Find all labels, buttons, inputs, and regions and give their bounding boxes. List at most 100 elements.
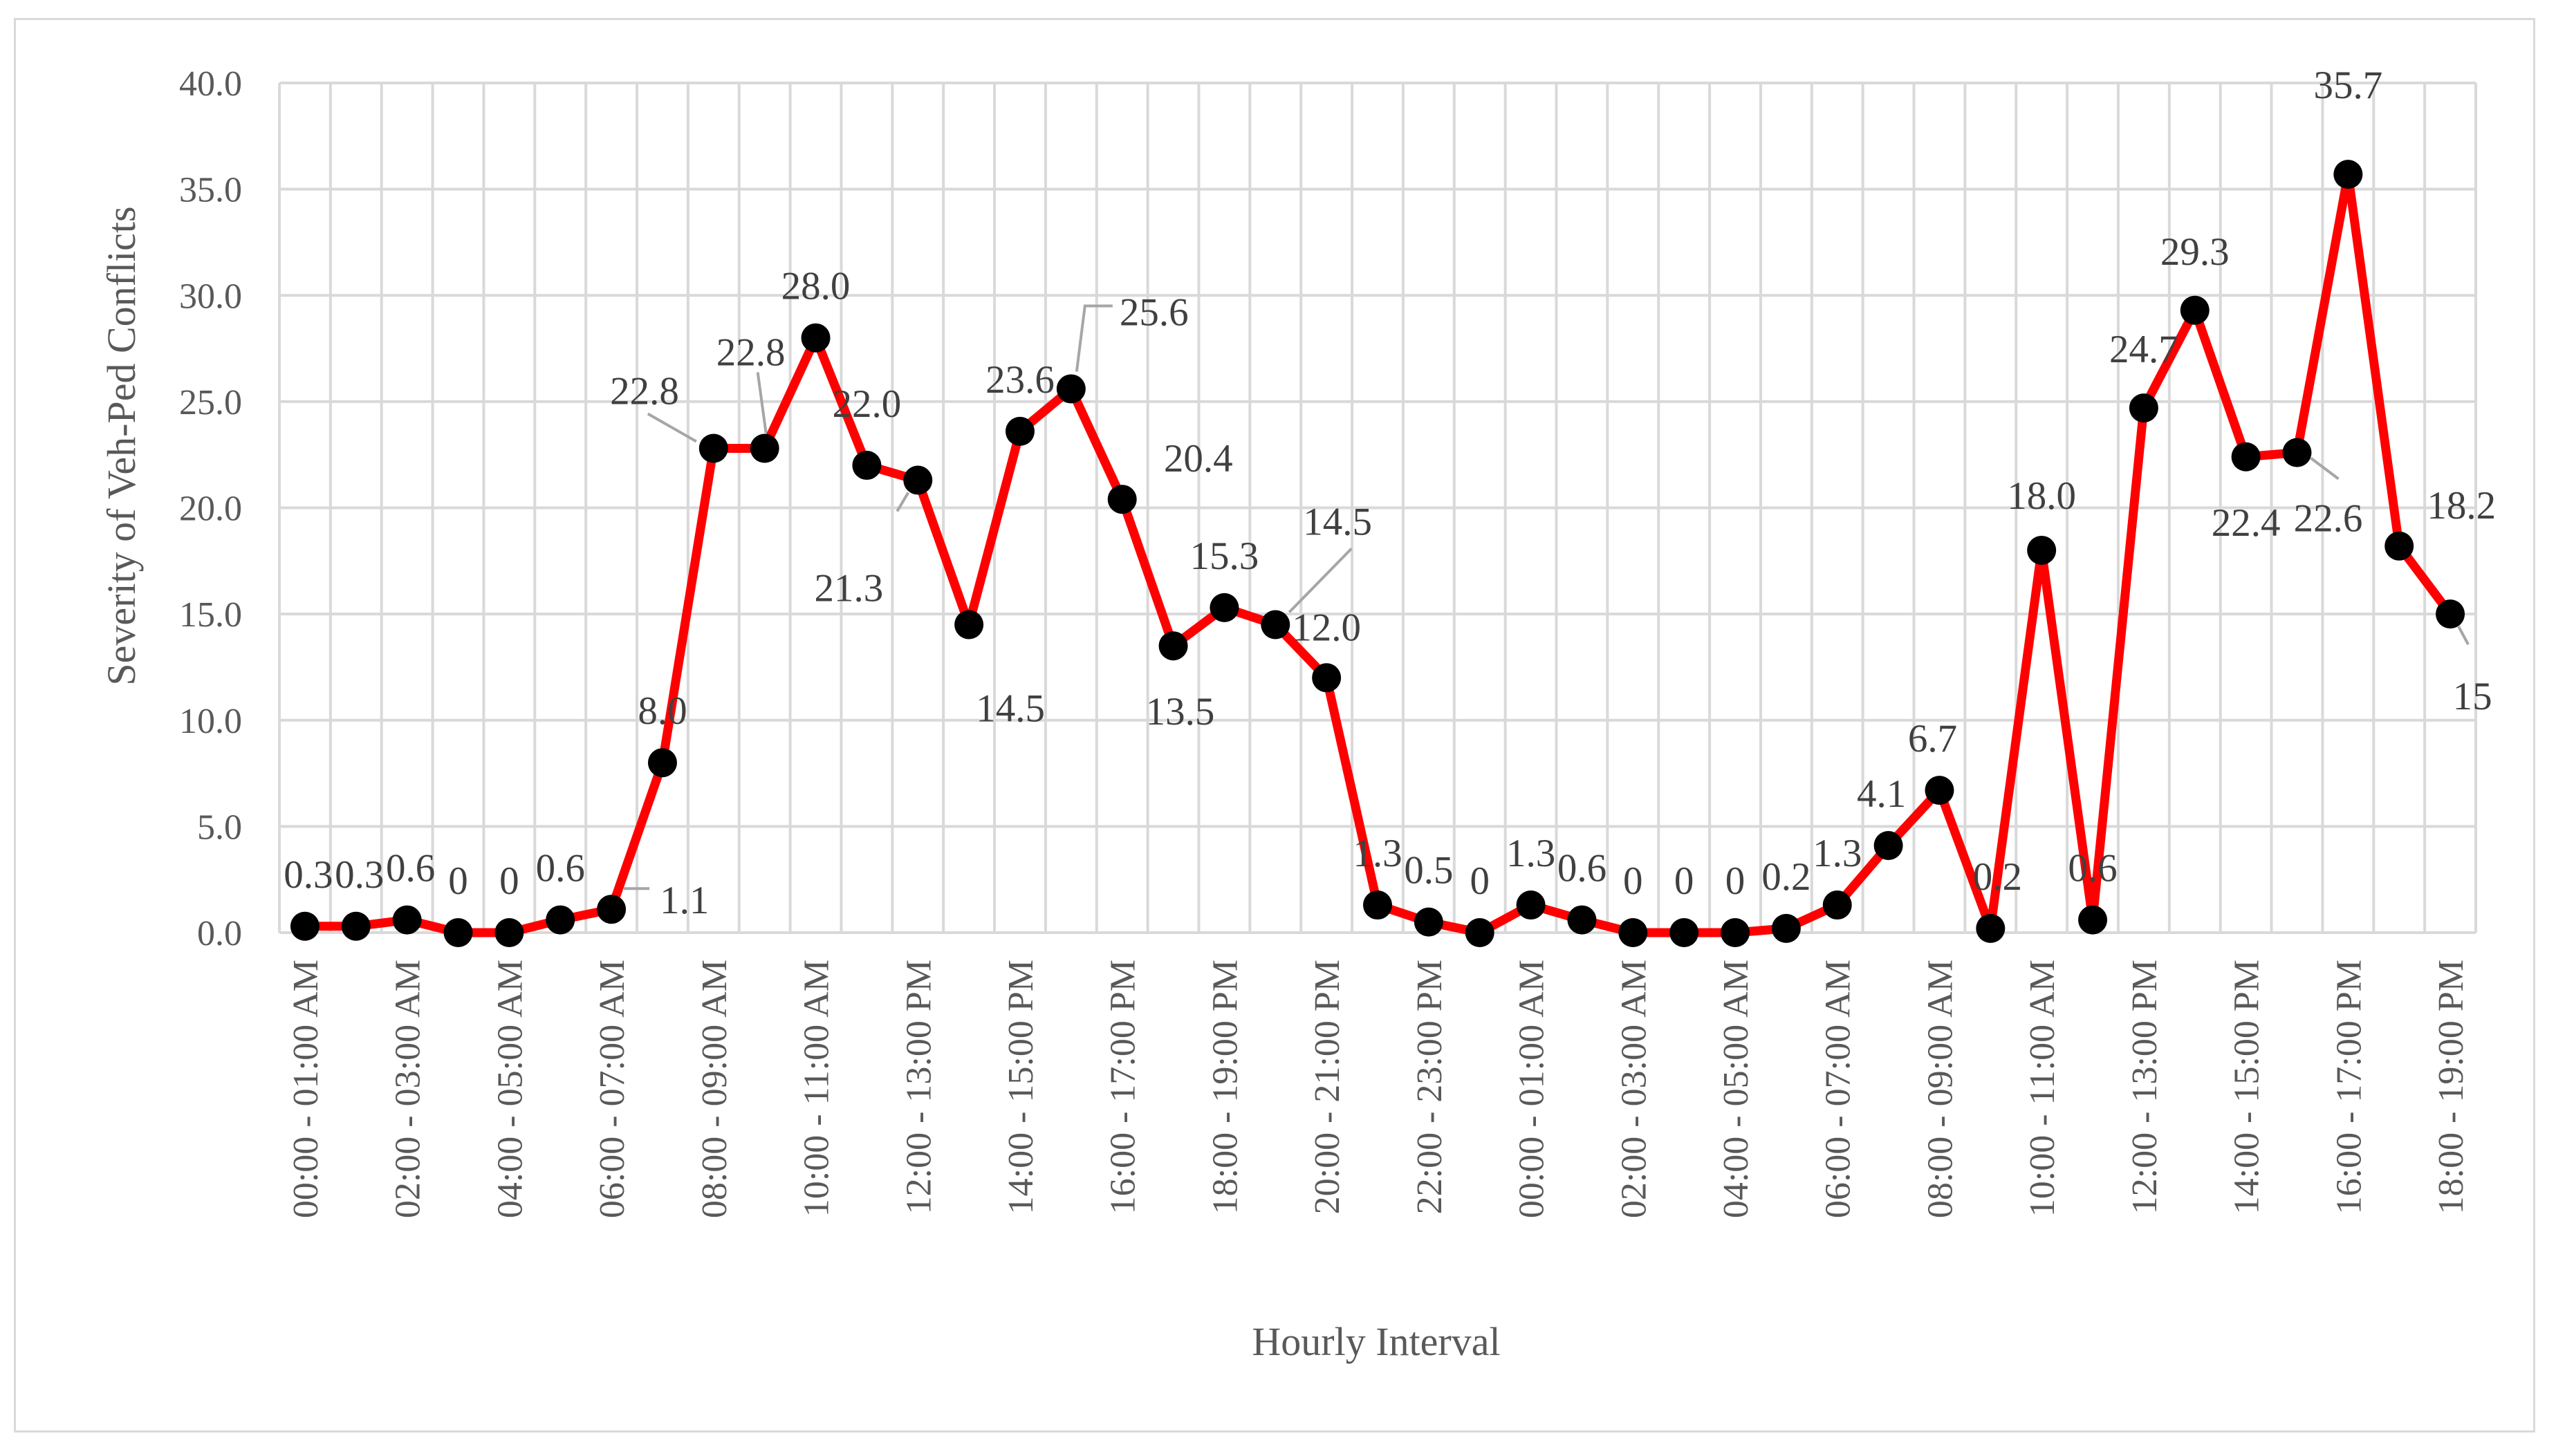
series-line [300,169,2455,937]
data-point [1005,416,1035,446]
data-label: 29.3 [2160,230,2230,274]
x-axis-ticks: 00:00 - 01:00 AM 02:00 - 03:00 AM 04:00 - … [286,960,2471,1218]
y-axis-title: Severity of Veh-Ped Conflicts [99,206,144,685]
data-label: 0.3 [335,853,384,897]
data-point [597,895,627,924]
data-point [1363,890,1392,920]
x-tick-label: 18:00 - 19:00 PM [2432,960,2471,1214]
x-tick-label: 08:00 - 09:00 AM [1920,960,1960,1218]
data-label: 24.7 [2109,328,2178,371]
x-tick-label: 06:00 - 07:00 AM [1819,960,1858,1218]
data-label: 28.0 [781,265,851,308]
data-label: 14.5 [976,687,1045,730]
data-point [1618,918,1648,947]
data-label: 0.6 [1557,847,1606,890]
y-tick-label: 10.0 [179,702,242,741]
data-point [2078,905,2108,935]
data-point [698,433,728,463]
data-label: 18.0 [2007,474,2076,518]
data-label: 0.6 [536,847,585,890]
x-tick-label: 16:00 - 17:00 PM [1104,960,1143,1214]
data-point [1414,907,1443,937]
data-point [1056,374,1086,404]
y-axis-ticks: 0.0 5.0 10.0 15.0 20.0 25.0 30.0 35.0 40.0 [179,64,242,953]
data-point [341,911,371,941]
data-label: 23.6 [985,358,1055,402]
data-point [443,918,473,947]
label-leader-lines [624,304,2470,890]
data-point [1312,663,1342,693]
x-tick-label: 16:00 - 17:00 PM [2329,960,2369,1214]
data-label: 20.4 [1164,437,1233,480]
data-label: 0.2 [1973,855,2022,899]
data-label: 22.0 [833,382,902,426]
data-label: 0 [1725,859,1745,903]
data-point [2027,535,2057,565]
y-tick-label: 40.0 [179,64,242,104]
data-label: 8.0 [638,689,687,733]
label-leader-line [896,492,909,512]
data-point [1976,913,2006,943]
x-tick-label: 14:00 - 15:00 PM [2228,960,2267,1214]
x-tick-label: 02:00 - 03:00 AM [389,960,428,1218]
data-point [2282,438,2312,467]
data-label: 35.7 [2313,64,2382,107]
x-tick-label: 20:00 - 21:00 PM [1308,960,1347,1214]
series-markers [290,160,2465,947]
data-label: 12.0 [1292,606,1361,649]
data-label: 0 [1623,859,1643,903]
data-label: 1.3 [1506,832,1555,875]
x-tick-label: 14:00 - 15:00 PM [1001,960,1041,1214]
data-label: 1.3 [1353,832,1402,875]
data-point [2129,393,2158,423]
data-label: 21.3 [815,567,884,610]
data-point [546,905,575,935]
x-tick-label: 02:00 - 03:00 AM [1614,960,1654,1218]
data-label: 0 [448,859,468,903]
data-point [2436,599,2465,629]
data-point [1261,610,1290,640]
data-labels: 0.3 0.3 0.6 0 0 0.61.18.022.822.828.022.021.3… [284,64,2496,922]
data-point [1873,831,1903,861]
y-tick-label: 25.0 [179,383,242,422]
x-tick-label: 04:00 - 05:00 AM [1716,960,1756,1218]
x-tick-label: 12:00 - 13:00 PM [899,960,938,1214]
x-tick-label: 18:00 - 19:00 PM [1205,960,1245,1214]
data-label: 0 [499,859,519,903]
grid-layer [278,82,2477,934]
data-label: 18.2 [2427,484,2496,528]
y-tick-label: 20.0 [179,489,242,529]
data-point [801,323,831,353]
x-tick-label: 06:00 - 07:00 AM [593,960,632,1218]
data-label: 22.4 [2212,501,2281,545]
data-point [903,465,933,495]
data-point [1158,631,1188,661]
x-axis-title: Hourly Interval [1252,1319,1500,1364]
data-point [2180,295,2210,325]
data-label: 6.7 [1908,717,1957,760]
data-label: 0.2 [1761,855,1810,899]
x-tick-label: 22:00 - 23:00 PM [1410,960,1450,1214]
data-label: 22.6 [2294,497,2363,541]
data-label: 0.5 [1404,849,1453,893]
data-label: 4.1 [1857,772,1906,816]
data-point [1771,913,1801,943]
data-point [392,905,422,935]
x-tick-label: 00:00 - 01:00 AM [286,960,326,1218]
data-point [290,911,320,941]
label-leader-line [756,372,768,433]
data-point [1822,890,1852,920]
x-tick-label: 10:00 - 11:00 AM [2023,960,2062,1217]
data-point [1107,485,1137,514]
y-tick-label: 5.0 [197,808,242,847]
data-label: 0 [1470,859,1490,903]
label-leader-line [1288,548,1353,613]
y-tick-label: 35.0 [179,171,242,210]
data-point [1721,918,1750,947]
label-leader-line [1075,304,1113,372]
x-tick-label: 12:00 - 13:00 PM [2125,960,2165,1214]
data-point [1567,905,1597,935]
data-point [954,610,984,640]
data-label: 14.5 [1303,500,1372,543]
